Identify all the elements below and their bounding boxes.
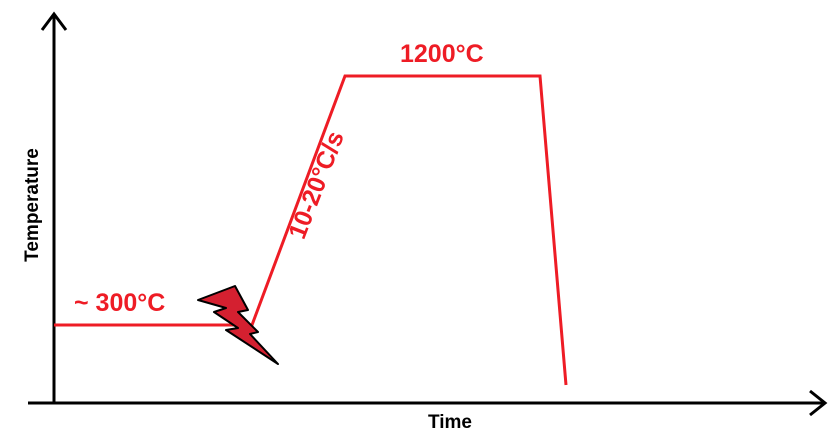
heating-rate-label: 10-20°C/s (283, 127, 350, 242)
lightning-bolt-icon (197, 285, 279, 365)
x-axis (28, 389, 828, 417)
x-axis-label: Time (428, 412, 472, 431)
peak-temperature-label: 1200°C (400, 40, 484, 68)
y-axis (40, 11, 68, 403)
start-temperature-label: ~ 300°C (74, 289, 165, 317)
temperature-profile-line (54, 74, 568, 386)
y-axis-label: Temperature (22, 148, 43, 262)
